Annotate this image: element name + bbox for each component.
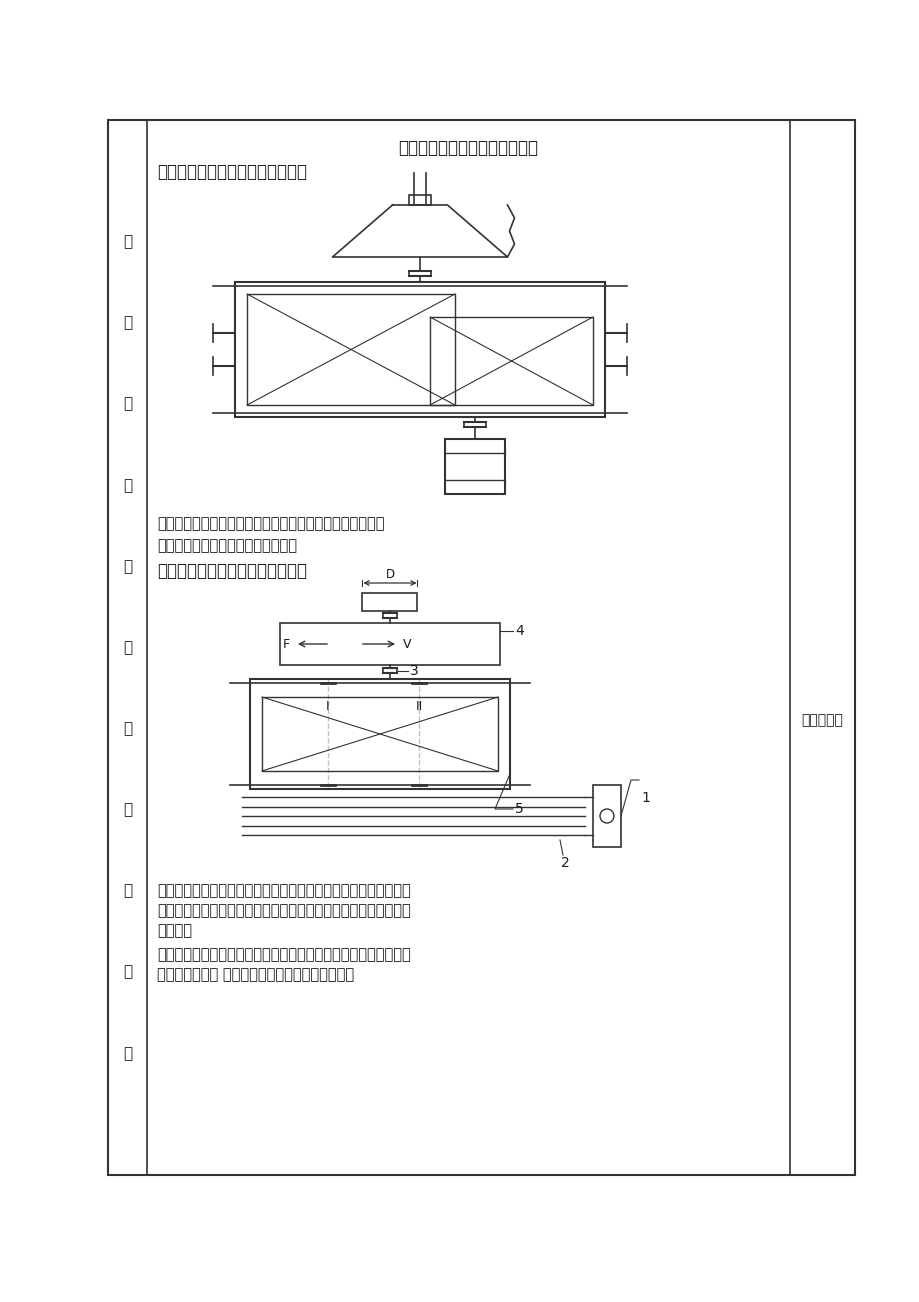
Text: 装: 装	[123, 641, 132, 655]
Text: 拟定的三种的方案如下图所示：: 拟定的三种的方案如下图所示：	[398, 139, 538, 158]
Bar	[409, 195, 430, 204]
Text: 2: 2	[560, 855, 569, 870]
Text: II: II	[414, 700, 422, 713]
Text: 方: 方	[123, 802, 132, 818]
Text: F: F	[282, 638, 289, 651]
Text: 案: 案	[123, 884, 132, 898]
Text: 传: 传	[123, 234, 132, 249]
Text: 机: 机	[123, 397, 132, 411]
Text: 优点：适用于两轴中心距较大的传动；带具有良好的挠性，可缓和: 优点：适用于两轴中心距较大的传动；带具有良好的挠性，可缓和	[157, 883, 410, 898]
Text: 送: 送	[123, 315, 132, 331]
Text: 4: 4	[515, 624, 523, 638]
Text: 冲击，吸收振动；过载时打滑防止损坏其他零部件；结构简单、成: 冲击，吸收振动；过载时打滑防止损坏其他零部件；结构简单、成	[157, 904, 410, 918]
Text: 方案二：采用一级圆柱齿轮减速器: 方案二：采用一级圆柱齿轮减速器	[157, 562, 307, 579]
Bar	[445, 439, 505, 493]
Text: 1: 1	[641, 792, 649, 805]
Text: 置: 置	[123, 721, 132, 736]
Text: 拟: 拟	[123, 965, 132, 979]
Text: 定不变的传动比 ；带的寿命较短；传动效率较低。: 定不变的传动比 ；带的寿命较短；传动效率较低。	[157, 967, 354, 982]
Text: 送: 送	[123, 559, 132, 574]
Bar	[279, 622, 499, 665]
Text: 本低廉。: 本低廉。	[157, 923, 192, 937]
Text: 优点：适合于繁重及恶劣条件下长期工作，使用维护方便。: 优点：适合于繁重及恶劣条件下长期工作，使用维护方便。	[157, 516, 384, 531]
Text: 缺点：横向尺寸较大，结构不紧凑。: 缺点：横向尺寸较大，结构不紧凑。	[157, 538, 297, 553]
Text: V: V	[403, 638, 411, 651]
Bar	[429, 316, 593, 405]
Text: 5: 5	[515, 802, 523, 816]
Text: 传: 传	[123, 478, 132, 492]
Text: 3: 3	[410, 664, 418, 678]
Bar	[262, 697, 497, 771]
Bar	[593, 785, 620, 848]
Text: 选择方案二: 选择方案二	[800, 713, 843, 727]
Bar	[108, 120, 854, 1174]
Bar	[246, 294, 455, 405]
Text: D: D	[385, 568, 394, 581]
Text: 缺点：传动的外廓尺寸较大；需张紧装置；由于打滑，不能保证固: 缺点：传动的外廓尺寸较大；需张紧装置；由于打滑，不能保证固	[157, 947, 410, 962]
Text: I: I	[326, 700, 329, 713]
Bar	[250, 680, 509, 789]
Bar	[362, 592, 417, 611]
Text: 方案一：采用二级圆柱齿轮减速器: 方案一：采用二级圆柱齿轮减速器	[157, 163, 307, 181]
Text: 定: 定	[123, 1046, 132, 1061]
Bar	[234, 283, 605, 417]
